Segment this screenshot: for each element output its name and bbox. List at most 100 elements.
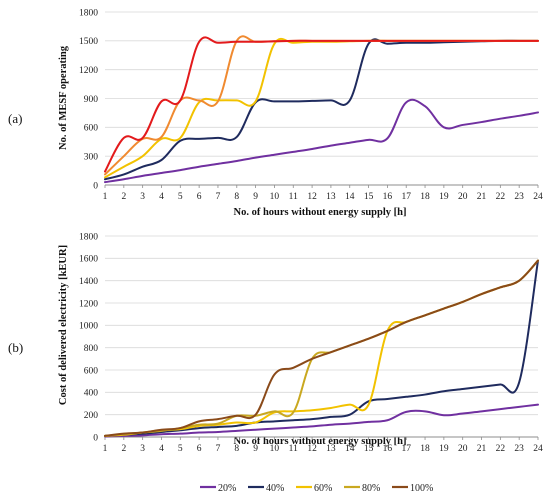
y-tick-label-a-1200: 1200 bbox=[79, 66, 98, 76]
x-tick-label-a-20: 20 bbox=[458, 192, 468, 202]
x-tick-label-a-19: 19 bbox=[439, 192, 449, 202]
x-tick-label-b-22: 22 bbox=[496, 444, 506, 454]
legend: 20% 40% 60% 80% 100% bbox=[200, 483, 433, 494]
x-tick-label-b-21: 21 bbox=[477, 444, 487, 454]
legend-item-80: 80% bbox=[344, 483, 380, 494]
x-tick-label-a-18: 18 bbox=[420, 192, 430, 202]
y-tick-label-a-1500: 1500 bbox=[79, 37, 98, 47]
x-tick-label-a-2: 2 bbox=[121, 192, 126, 202]
panel-label-a: (a) bbox=[8, 111, 22, 126]
x-tick-label-b-19: 19 bbox=[439, 444, 449, 454]
panel-label-b: (b) bbox=[8, 340, 23, 355]
y-tick-label-a-600: 600 bbox=[84, 124, 99, 134]
y-axis-title-a: No. of MESF operating bbox=[58, 45, 69, 150]
series-line-b-40pct bbox=[104, 259, 539, 437]
x-tick-label-a-7: 7 bbox=[216, 192, 221, 202]
legend-label-80: 80% bbox=[362, 483, 380, 494]
x-tick-label-b-16: 16 bbox=[383, 444, 393, 454]
legend-item-40: 40% bbox=[248, 483, 284, 494]
x-tick-label-b-15: 15 bbox=[364, 444, 374, 454]
x-tick-label-a-15: 15 bbox=[364, 192, 374, 202]
x-tick-label-b-10: 10 bbox=[270, 444, 280, 454]
x-axis-title-a: No. of hours without energy supply [h] bbox=[234, 207, 407, 218]
series-group-a bbox=[104, 35, 539, 184]
x-axis-title-b: No. of hours without energy supply [h] bbox=[234, 436, 407, 447]
x-tick-label-b-23: 23 bbox=[514, 444, 524, 454]
x-tick-label-a-14: 14 bbox=[345, 192, 355, 202]
x-tick-label-b-12: 12 bbox=[307, 444, 317, 454]
series-line-b-20pct bbox=[104, 403, 539, 438]
y-ticks-a: 0 300 600 900 1200 1500 1800 bbox=[79, 8, 98, 191]
series-line-a-100pct bbox=[104, 36, 539, 173]
legend-label-100: 100% bbox=[410, 483, 433, 494]
x-ticks-a: 1 2 3 4 5 6 7 8 9 10 11 12 13 14 15 16 17 18 19 20 21 22 23 24 bbox=[103, 185, 543, 202]
x-tick-label-a-12: 12 bbox=[307, 192, 317, 202]
y-tick-label-b-800: 800 bbox=[84, 344, 99, 354]
legend-label-20: 20% bbox=[218, 483, 236, 494]
x-tick-label-a-6: 6 bbox=[197, 192, 202, 202]
y-tick-label-b-600: 600 bbox=[84, 366, 99, 376]
x-tick-label-b-2: 2 bbox=[121, 444, 126, 454]
x-tick-label-b-7: 7 bbox=[216, 444, 221, 454]
x-tick-label-b-11: 11 bbox=[289, 444, 298, 454]
panel-a: (a) No. of MESF operating No. of hours w… bbox=[8, 8, 543, 218]
y-tick-label-b-1200: 1200 bbox=[79, 299, 98, 309]
x-tick-label-b-20: 20 bbox=[458, 444, 468, 454]
series-line-a-80pct bbox=[104, 35, 539, 176]
x-tick-label-a-24: 24 bbox=[533, 192, 543, 202]
x-tick-label-b-17: 17 bbox=[401, 444, 411, 454]
series-line-a-40pct bbox=[104, 38, 539, 181]
x-tick-label-a-10: 10 bbox=[270, 192, 280, 202]
y-tick-label-b-1000: 1000 bbox=[79, 322, 98, 332]
y-tick-label-a-1800: 1800 bbox=[79, 8, 98, 18]
y-tick-label-b-200: 200 bbox=[84, 411, 99, 421]
x-tick-label-b-1: 1 bbox=[103, 444, 108, 454]
x-tick-label-a-17: 17 bbox=[401, 192, 411, 202]
x-tick-label-b-9: 9 bbox=[253, 444, 258, 454]
y-tick-label-a-300: 300 bbox=[84, 152, 99, 162]
y-tick-label-b-1400: 1400 bbox=[79, 277, 98, 287]
legend-item-60: 60% bbox=[296, 483, 332, 494]
x-tick-label-b-13: 13 bbox=[326, 444, 336, 454]
y-axis-title-b: Cost of delivered electricity [kEUR] bbox=[58, 245, 69, 405]
legend-label-60: 60% bbox=[314, 483, 332, 494]
legend-label-40: 40% bbox=[266, 483, 284, 494]
y-tick-label-a-900: 900 bbox=[84, 95, 99, 105]
panel-b: (b) Cost of delivered electricity [kEUR]… bbox=[8, 232, 543, 454]
series-line-b-60pct bbox=[104, 259, 539, 437]
x-tick-label-a-8: 8 bbox=[234, 192, 239, 202]
x-tick-label-a-9: 9 bbox=[253, 192, 258, 202]
x-tick-label-a-1: 1 bbox=[103, 192, 108, 202]
x-tick-label-a-4: 4 bbox=[159, 192, 164, 202]
x-tick-label-a-21: 21 bbox=[477, 192, 487, 202]
y-tick-label-b-0: 0 bbox=[93, 433, 98, 443]
y-tick-label-b-400: 400 bbox=[84, 389, 99, 399]
series-line-a-20pct bbox=[104, 98, 539, 184]
legend-item-20: 20% bbox=[200, 483, 236, 494]
y-tick-label-b-1600: 1600 bbox=[79, 255, 98, 265]
x-tick-label-b-6: 6 bbox=[197, 444, 202, 454]
y-tick-label-b-1800: 1800 bbox=[79, 232, 98, 242]
x-tick-label-a-23: 23 bbox=[514, 192, 524, 202]
x-tick-label-b-14: 14 bbox=[345, 444, 355, 454]
x-tick-label-b-18: 18 bbox=[420, 444, 430, 454]
series-group-b bbox=[104, 259, 539, 438]
x-ticks-b: 1 2 3 4 5 6 7 8 9 10 11 12 13 14 15 16 17 18 19 20 21 22 23 24 bbox=[103, 437, 543, 454]
x-tick-label-a-3: 3 bbox=[140, 192, 145, 202]
x-tick-label-a-16: 16 bbox=[383, 192, 393, 202]
series-line-b-100pct bbox=[104, 259, 539, 437]
x-tick-label-b-5: 5 bbox=[178, 444, 183, 454]
x-tick-label-a-5: 5 bbox=[178, 192, 183, 202]
x-tick-label-b-8: 8 bbox=[234, 444, 239, 454]
y-ticks-b: 0 200 400 600 800 1000 1200 1400 1600 1800 bbox=[79, 232, 98, 443]
gridlines-b bbox=[105, 235, 538, 416]
x-tick-label-a-13: 13 bbox=[326, 192, 336, 202]
x-tick-label-a-22: 22 bbox=[496, 192, 506, 202]
gridlines-a bbox=[105, 11, 538, 157]
x-tick-label-b-4: 4 bbox=[159, 444, 164, 454]
x-tick-label-a-11: 11 bbox=[289, 192, 298, 202]
y-tick-label-a-0: 0 bbox=[93, 181, 98, 191]
x-tick-label-b-3: 3 bbox=[140, 444, 145, 454]
x-tick-label-b-24: 24 bbox=[533, 444, 543, 454]
